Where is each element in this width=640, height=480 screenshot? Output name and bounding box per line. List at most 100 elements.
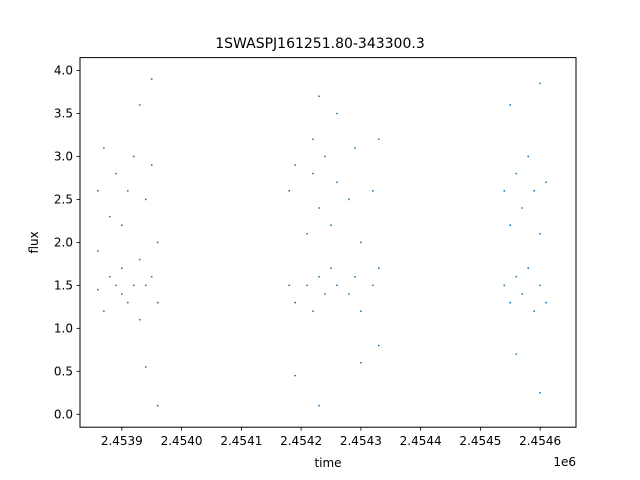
data-point [324, 293, 326, 295]
data-point [132, 284, 135, 287]
data-point [521, 207, 524, 209]
x-axis-ticks: 2.4539 2.4540 2.4541 2.4542 2.4543 2.4544 2.45… [101, 427, 561, 448]
y-tick-label: 3.5 [54, 106, 73, 120]
data-point [533, 310, 536, 313]
chart-title: 1SWASPJ161251.80-343300.3 [215, 36, 424, 52]
data-point [288, 189, 291, 192]
data-point [312, 138, 314, 141]
data-point [103, 310, 105, 313]
y-tick-label: 3.0 [54, 149, 73, 163]
x-axis-label: time [314, 456, 341, 470]
data-point [144, 198, 147, 201]
y-tick-label: 0.0 [54, 407, 73, 421]
data-point [539, 391, 542, 394]
data-point [515, 275, 518, 278]
y-axis-ticks: 0.0 0.5 1.0 1.5 2.0 2.5 3.0 3.5 4.0 [54, 63, 80, 421]
data-point [294, 301, 297, 304]
data-point [509, 301, 512, 304]
data-point [144, 366, 147, 368]
data-point [503, 189, 506, 192]
data-point [318, 207, 320, 209]
data-point [312, 172, 314, 175]
data-point [527, 155, 530, 158]
data-point [97, 250, 99, 252]
x-axis-offset-label: 1e6 [553, 455, 576, 469]
data-point [294, 374, 297, 377]
data-point [371, 284, 374, 287]
data-points [97, 78, 548, 407]
data-point [288, 284, 291, 287]
data-point [503, 284, 506, 287]
data-point [539, 82, 542, 85]
x-tick-label: 2.4541 [220, 434, 262, 448]
data-point [138, 103, 141, 106]
y-tick-label: 1.5 [54, 278, 73, 292]
data-point [150, 164, 153, 166]
data-point [348, 198, 350, 201]
data-point [144, 284, 147, 287]
y-tick-label: 2.5 [54, 192, 73, 206]
data-point [539, 232, 542, 235]
data-point [521, 293, 524, 295]
data-point [336, 284, 338, 287]
x-tick-label: 2.4539 [101, 434, 143, 448]
data-point [527, 267, 530, 270]
data-point [515, 353, 518, 356]
data-point [132, 155, 135, 158]
data-point [97, 288, 99, 291]
y-tick-label: 1.0 [54, 321, 73, 335]
data-point [318, 404, 320, 407]
data-point [324, 155, 326, 158]
x-tick-label: 2.4540 [161, 434, 203, 448]
y-tick-label: 2.0 [54, 235, 73, 249]
data-point [306, 284, 308, 287]
data-point [545, 181, 548, 184]
data-point [126, 189, 129, 192]
x-tick-label: 2.4543 [340, 434, 382, 448]
data-point [359, 310, 362, 313]
data-point [509, 224, 512, 227]
data-point [353, 146, 356, 149]
data-point [97, 189, 99, 192]
data-point [120, 267, 123, 270]
data-point [539, 284, 542, 287]
data-point [150, 275, 153, 278]
x-tick-label: 2.4542 [280, 434, 322, 448]
data-point [515, 172, 518, 175]
data-point [294, 164, 297, 166]
data-point [359, 361, 362, 364]
data-point [103, 146, 105, 149]
data-point [156, 241, 159, 244]
data-point [120, 293, 123, 295]
data-point [330, 224, 332, 227]
y-axis-label: flux [27, 231, 41, 253]
data-point [348, 293, 350, 295]
data-point [377, 267, 380, 270]
data-point [545, 301, 548, 304]
data-point [138, 318, 141, 321]
x-tick-label: 2.4544 [400, 434, 442, 448]
data-point [114, 172, 117, 175]
data-point [318, 95, 320, 98]
data-point [377, 138, 380, 141]
data-point [150, 78, 153, 80]
data-point [509, 103, 512, 106]
y-tick-label: 0.5 [54, 364, 73, 378]
data-point [353, 275, 356, 278]
data-point [114, 284, 117, 287]
data-point [377, 344, 380, 347]
data-point [108, 275, 111, 278]
data-point [533, 189, 536, 192]
x-tick-label: 2.4546 [519, 434, 561, 448]
data-point [306, 232, 308, 235]
data-point [108, 215, 111, 218]
data-point [156, 404, 159, 407]
data-point [359, 241, 362, 244]
data-point [336, 112, 338, 115]
data-point [336, 181, 338, 184]
data-point [120, 224, 123, 227]
data-point [156, 301, 159, 304]
data-point [126, 301, 129, 304]
